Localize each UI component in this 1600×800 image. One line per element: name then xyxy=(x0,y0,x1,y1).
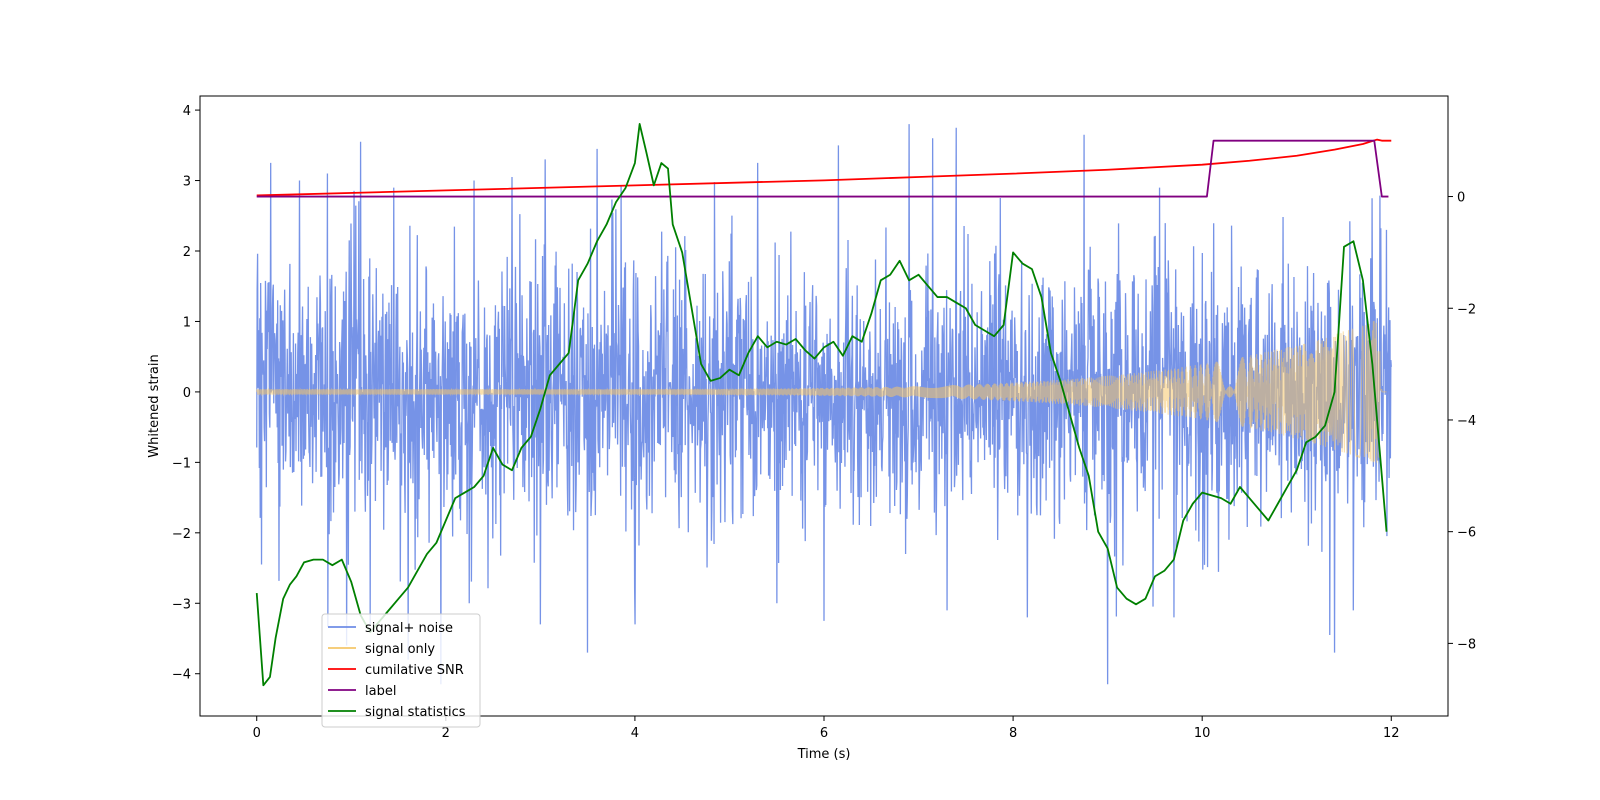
y-tick-label: 3 xyxy=(183,175,191,190)
x-tick-label: 6 xyxy=(820,726,828,741)
x-tick-label: 4 xyxy=(631,726,639,741)
x-tick-label: 0 xyxy=(253,726,261,741)
series-layer xyxy=(255,123,1392,687)
series-label xyxy=(256,139,1389,198)
y-tick-label: 4 xyxy=(183,104,191,119)
y2-tick-label: −2 xyxy=(1457,302,1476,317)
y-tick-label: −3 xyxy=(172,597,191,612)
y-tick-label: −1 xyxy=(172,456,191,471)
y2-tick-label: −8 xyxy=(1457,637,1476,652)
y-tick-label: 0 xyxy=(183,386,191,401)
legend-label-signal-noise: signal+ noise xyxy=(365,621,453,636)
y-tick-label: 1 xyxy=(183,315,191,330)
y2-tick-label: −6 xyxy=(1457,526,1476,541)
series-signal-noise xyxy=(256,124,1392,685)
x-tick-label: 12 xyxy=(1383,726,1400,741)
legend-label-label: label xyxy=(365,684,396,699)
y-tick-label: 2 xyxy=(183,245,191,260)
x-tick-label: 2 xyxy=(442,726,450,741)
series-signal-statistics xyxy=(255,123,1388,687)
y-axis-label: Whitened strain xyxy=(147,354,162,457)
legend-label-cumilative-snr: cumilative SNR xyxy=(365,663,464,678)
y2-tick-label: −4 xyxy=(1457,414,1476,429)
y2-tick-label: 0 xyxy=(1457,191,1465,206)
y-tick-label: −2 xyxy=(172,527,191,542)
y-tick-label: −4 xyxy=(172,668,191,683)
legend-box xyxy=(321,613,481,728)
legend-label-signal-only: signal only xyxy=(365,642,435,657)
x-tick-label: 8 xyxy=(1009,726,1017,741)
x-tick-label: 10 xyxy=(1194,726,1211,741)
legend-label-signal-statistics: signal statistics xyxy=(365,705,466,720)
series-signal-only xyxy=(256,320,1387,463)
x-axis-label: Time (s) xyxy=(797,747,851,762)
legend: signal+ noise signal only cumilative SNR la… xyxy=(321,613,481,728)
